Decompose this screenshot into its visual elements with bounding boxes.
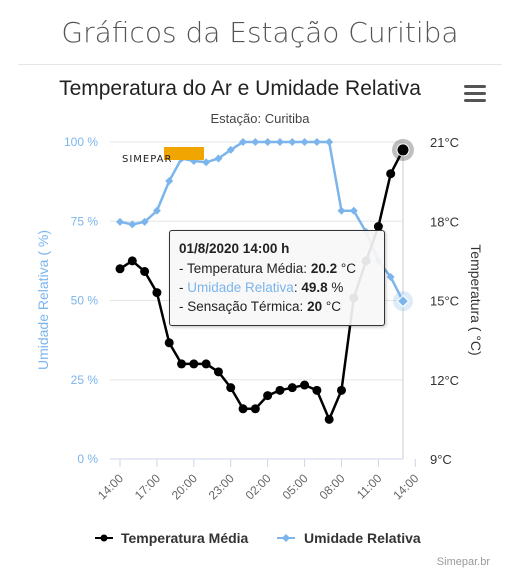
legend-label-humidity: Umidade Relativa (304, 530, 421, 546)
chart-title: Temperatura do Ar e Umidade Relativa (59, 77, 421, 100)
humidity-point (396, 294, 410, 308)
left-tick-label: 0 % (77, 452, 98, 466)
legend[interactable]: Temperatura Média Umidade Relativa (95, 530, 421, 546)
humidity-point (325, 138, 334, 146)
legend-marker-temperature (100, 534, 108, 542)
right-axis-label: Temperatura ( °C) (468, 244, 484, 355)
humidity-point (300, 138, 309, 146)
humidity-line (119, 140, 405, 302)
humidity-point (349, 206, 358, 215)
x-axis-ticks (119, 459, 416, 467)
credits-link[interactable]: Simepar.br (436, 556, 490, 568)
legend-item-humidity[interactable]: Umidade Relativa (277, 530, 421, 546)
temperature-point (324, 414, 334, 424)
left-tick-label: 75 % (71, 214, 99, 228)
right-tick-label: 15°C (430, 294, 459, 309)
right-tick-label: 9°C (430, 452, 452, 467)
right-tick-label: 21°C (430, 135, 459, 150)
x-tick-label: 08:00 (316, 471, 347, 502)
tooltip-hum-value: 49.8 (301, 280, 328, 295)
legend-marker-humidity (282, 534, 290, 542)
tooltip: 01/8/2020 14:00 h - Temperatura Média: 2… (169, 230, 385, 326)
humidity-point (128, 220, 137, 229)
legend-label-temperature: Temperatura Média (121, 530, 249, 546)
x-tick-label: 14:00 (390, 471, 421, 502)
temperature-point (140, 266, 150, 276)
right-tick-label: 18°C (430, 214, 459, 229)
x-tick-label: 11:00 (354, 471, 385, 502)
humidity-point (226, 145, 235, 154)
temperature-point (115, 264, 125, 274)
humidity-point (288, 138, 297, 146)
temperature-point (226, 383, 236, 393)
humidity-point (337, 206, 346, 215)
temperature-point (386, 169, 396, 179)
temperature-point (213, 367, 223, 377)
left-tick-label: 50 % (71, 294, 99, 308)
temperature-point (275, 385, 285, 395)
temperature-point (201, 359, 211, 369)
humidity-point (214, 154, 223, 163)
humidity-point (386, 273, 395, 282)
tooltip-feel-value: 20 (307, 299, 323, 314)
left-tick-label: 100 % (64, 135, 98, 149)
temperature-point (189, 359, 199, 369)
logo-text: SIMEPAR (122, 154, 173, 165)
x-tick-label: 05:00 (280, 471, 311, 502)
left-axis-label: Umidade Relativa ( %) (35, 230, 51, 370)
left-tick-label: 25 % (71, 373, 99, 387)
x-tick-label: 02:00 (243, 471, 274, 502)
humidity-point (152, 206, 161, 215)
tooltip-temp-row: - Temperatura Média: 20.2 °C (179, 261, 356, 276)
temperature-point (373, 222, 383, 232)
humidity-point (239, 138, 248, 146)
temperature-point (263, 391, 273, 401)
temperature-point (396, 143, 410, 157)
page-heading: Gráficos da Estação Curitiba (61, 16, 459, 49)
logo-mark (164, 147, 204, 160)
humidity-point (116, 217, 124, 226)
x-tick-label: 23:00 (206, 471, 237, 502)
divider (18, 64, 502, 65)
humidity-point (202, 158, 211, 167)
x-tick-label: 17:00 (132, 471, 163, 502)
temperature-point (312, 385, 322, 395)
simepar-logo: SIMEPAR (122, 147, 206, 169)
legend-item-temperature[interactable]: Temperatura Média (95, 530, 249, 546)
temperature-point (238, 404, 248, 414)
humidity-point (275, 138, 284, 146)
humidity-point (165, 176, 174, 185)
temperature-point (152, 288, 162, 298)
temperature-point (127, 256, 137, 266)
tooltip-hum-row: - Umidade Relativa: 49.8 % (179, 280, 344, 295)
x-axis-labels: 14:00 17:00 20:00 23:00 02:00 05:00 08:00 11:00… (95, 471, 422, 502)
temperature-point (336, 385, 346, 395)
x-tick-label: 14:00 (95, 471, 126, 502)
left-y-axis: 0 % 25 % 50 % 75 % 100 % (64, 135, 98, 466)
tooltip-header: 01/8/2020 14:00 h (179, 241, 290, 256)
temperature-point (164, 338, 174, 348)
tooltip-feel-row: - Sensação Térmica: 20 °C (179, 299, 341, 314)
humidity-point (251, 138, 260, 146)
humidity-point (140, 217, 149, 226)
humidity-point (263, 138, 272, 146)
x-tick-label: 20:00 (169, 471, 200, 502)
hamburger-icon (464, 85, 486, 88)
tooltip-temp-value: 20.2 (310, 261, 338, 276)
right-tick-label: 12°C (430, 373, 459, 388)
chart-subtitle: Estação: Curitiba (210, 111, 310, 126)
temperature-point (177, 359, 187, 369)
temperature-point (287, 383, 297, 393)
humidity-point (312, 138, 321, 146)
chart-menu-button[interactable] (462, 82, 488, 106)
right-y-axis: 9°C 12°C 15°C 18°C 21°C (430, 135, 459, 467)
temperature-point (250, 404, 260, 414)
temperature-point (300, 380, 310, 390)
